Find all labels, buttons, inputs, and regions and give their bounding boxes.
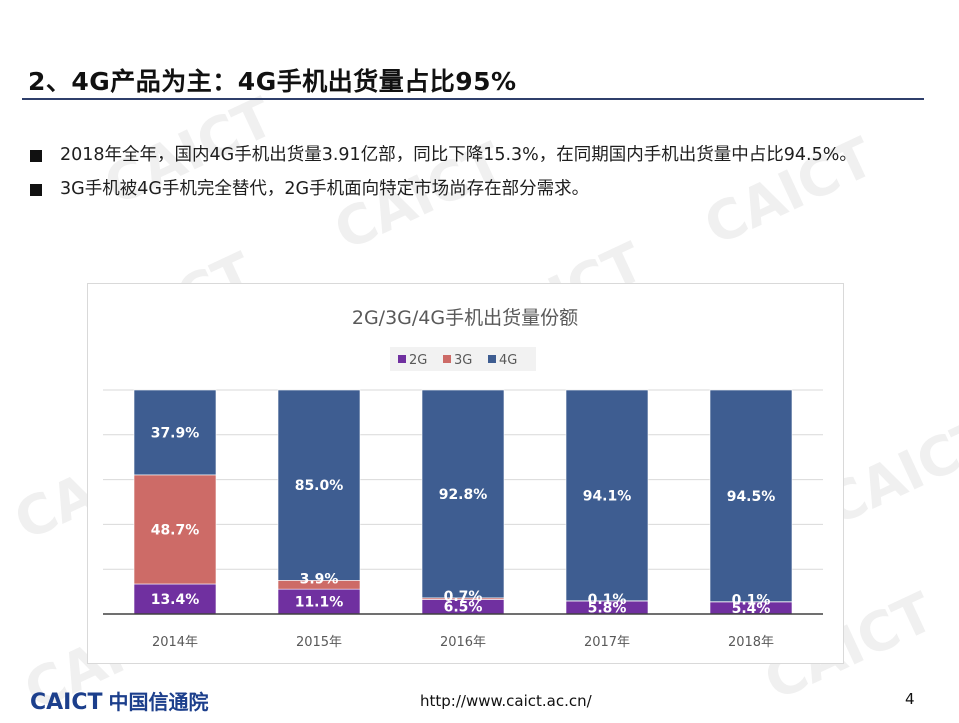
legend-swatch (443, 355, 451, 363)
square-bullet-icon (30, 184, 42, 196)
x-tick-label: 2014年 (152, 635, 198, 650)
data-label: 11.1% (295, 595, 344, 611)
legend-entry: 3G (454, 353, 472, 368)
x-tick-label: 2016年 (440, 635, 486, 650)
data-label: 48.7% (151, 522, 200, 538)
chart-title: 2G/3G/4G手机出货量份额 (352, 307, 578, 329)
page-number: 4 (905, 690, 915, 708)
logo-text: CAICT (30, 690, 103, 715)
org-name: 中国信通院 (109, 690, 209, 714)
stacked-bar-chart: 2G/3G/4G手机出货量份额 2G 3G 4G 13.4% 48.7% 37.9% 11… (88, 284, 843, 663)
data-label: 37.9% (151, 425, 200, 441)
bullet-text: 3G手机被4G手机完全替代，2G手机面向特定市场尚存在部分需求。 (60, 179, 589, 199)
chart-container: 2G/3G/4G手机出货量份额 2G 3G 4G 13.4% 48.7% 37.9% 11… (87, 283, 844, 664)
data-label: 0.7% (444, 589, 483, 605)
bullet-item: 2018年全年，国内4G手机出货量3.91亿部，同比下降15.3%，在同期国内手… (28, 142, 938, 168)
data-label: 3.9% (300, 571, 339, 587)
bullet-item: 3G手机被4G手机完全替代，2G手机面向特定市场尚存在部分需求。 (28, 176, 938, 202)
data-label: 94.1% (583, 488, 632, 504)
title-underline (22, 98, 924, 100)
data-label: 85.0% (295, 478, 344, 494)
square-bullet-icon (30, 150, 42, 162)
x-tick-label: 2015年 (296, 635, 342, 650)
chart-legend: 2G 3G 4G (390, 347, 536, 371)
x-tick-label: 2017年 (584, 635, 630, 650)
chart-x-axis: 2014年 2015年 2016年 2017年 2018年 (103, 614, 823, 650)
data-label: 0.1% (588, 592, 627, 608)
data-label: 94.5% (727, 489, 776, 505)
data-label: 0.1% (732, 593, 771, 609)
bullet-list: 2018年全年，国内4G手机出货量3.91亿部，同比下降15.3%，在同期国内手… (28, 142, 938, 210)
footer-url: http://www.caict.ac.cn/ (420, 692, 592, 710)
data-label: 13.4% (151, 592, 200, 608)
legend-entry: 4G (499, 353, 517, 368)
legend-swatch (488, 355, 496, 363)
data-label: 92.8% (439, 487, 488, 503)
bullet-text: 2018年全年，国内4G手机出货量3.91亿部，同比下降15.3%，在同期国内手… (60, 145, 857, 165)
legend-swatch (398, 355, 406, 363)
legend-entry: 2G (409, 353, 427, 368)
page-title: 2、4G产品为主：4G手机出货量占比95% (28, 62, 517, 98)
x-tick-label: 2018年 (728, 635, 774, 650)
